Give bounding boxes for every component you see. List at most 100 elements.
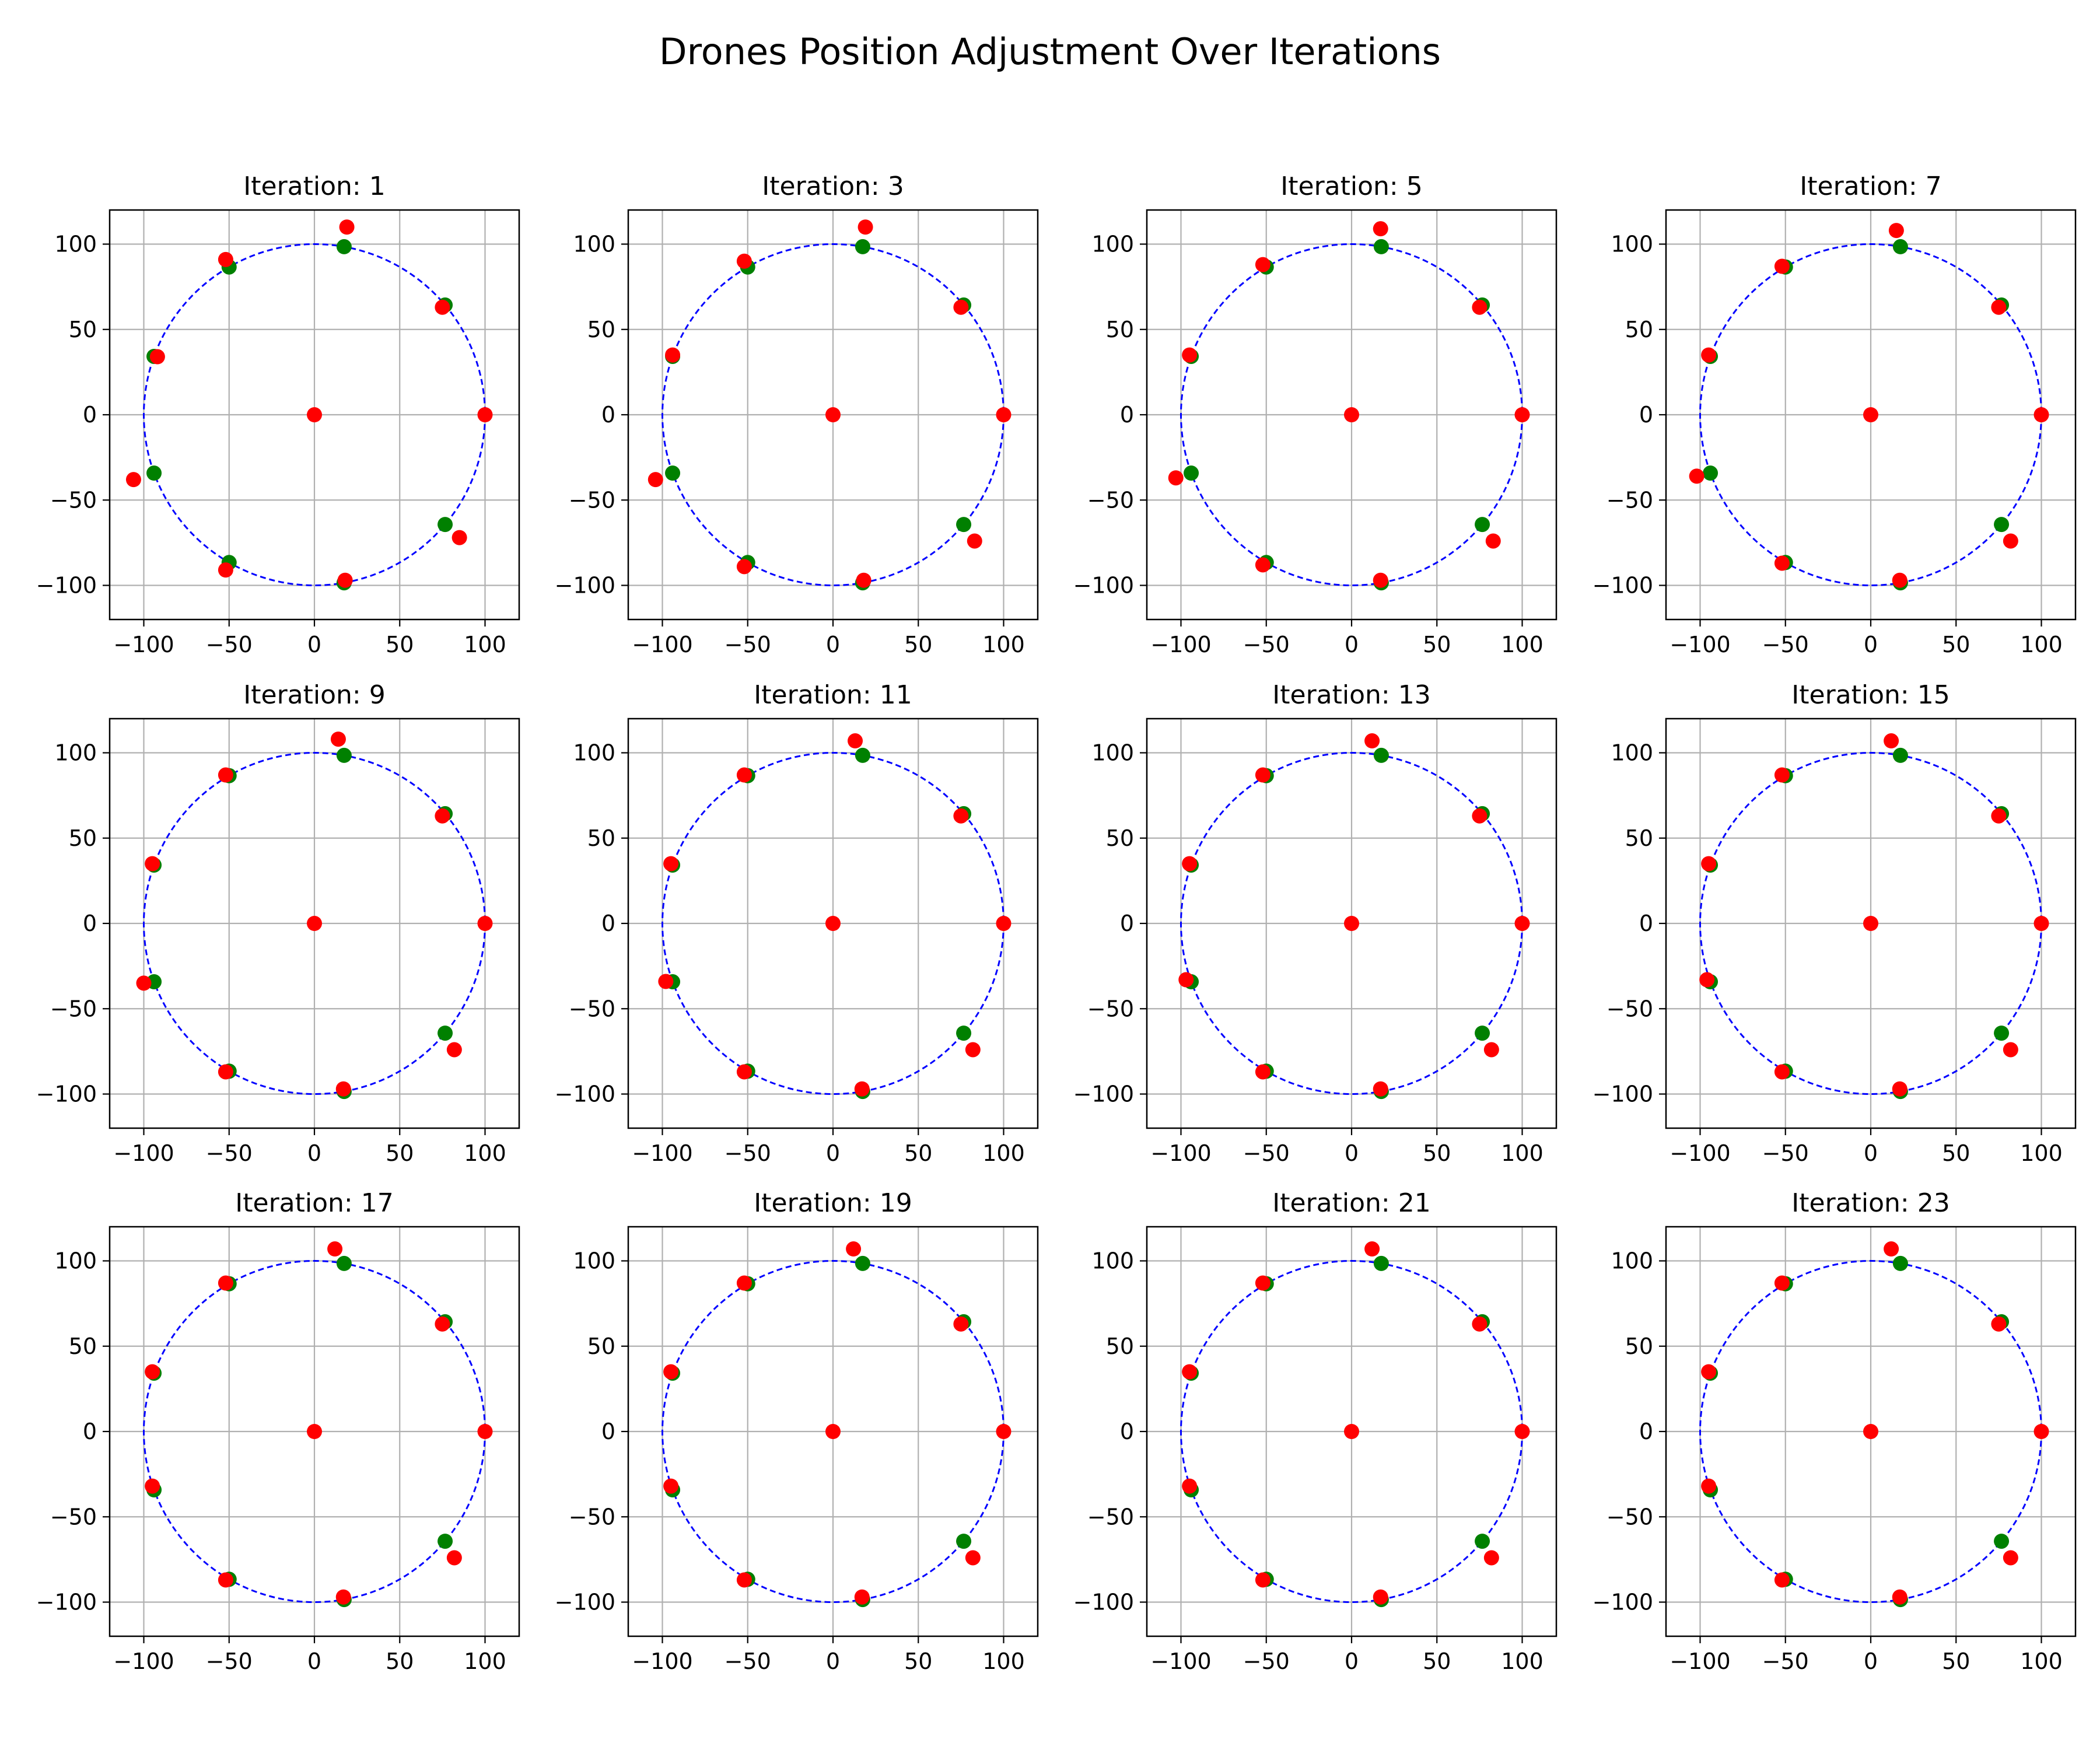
drone-point [218, 1064, 233, 1080]
drone-point [663, 856, 679, 872]
x-tick-label: 100 [982, 632, 1025, 657]
drone-point [953, 299, 969, 315]
y-tick-label: −50 [1087, 487, 1134, 513]
drone-point [1514, 916, 1530, 931]
y-tick-label: −100 [555, 1590, 615, 1615]
drone-point [218, 1572, 233, 1588]
subplot: Iteration: 5 −100 −50 0 50 100 −100 −50 0 50 100 [1073, 172, 1558, 657]
y-tick-label: −100 [555, 1082, 615, 1107]
x-tick-label: −100 [1150, 1140, 1211, 1166]
x-tick-label: 50 [386, 1648, 414, 1674]
x-tick-label: 0 [307, 1648, 321, 1674]
x-tick-label: −100 [1670, 1648, 1730, 1674]
drone-point [1892, 572, 1908, 588]
drone-point [996, 407, 1012, 422]
drone-point [965, 1550, 981, 1566]
target-point [336, 1255, 352, 1271]
x-tick-label: 50 [1942, 1648, 1970, 1674]
x-tick-label: −50 [206, 632, 253, 657]
y-tick-label: −50 [569, 1504, 615, 1530]
y-tick-label: −50 [569, 487, 615, 513]
y-tick-label: 0 [1120, 911, 1134, 936]
subplot-title: Iteration: 15 [1791, 680, 1950, 710]
subplot-title: Iteration: 17 [235, 1188, 393, 1218]
target-point [956, 517, 972, 533]
x-tick-label: −50 [724, 1648, 771, 1674]
y-tick-label: −50 [1087, 996, 1134, 1021]
x-tick-label: 100 [982, 1140, 1025, 1166]
target-point [1703, 466, 1718, 481]
target-point [1475, 1534, 1490, 1549]
drone-point [1701, 1364, 1717, 1380]
x-tick-label: −100 [632, 1648, 692, 1674]
drone-point [1991, 299, 2007, 315]
y-tick-label: −50 [50, 1504, 97, 1530]
y-tick-label: 50 [587, 317, 615, 342]
x-tick-label: 0 [307, 1140, 321, 1166]
y-tick-label: −100 [1073, 1590, 1134, 1615]
subplot-title: Iteration: 19 [754, 1188, 912, 1218]
drone-point [1774, 1064, 1790, 1080]
x-tick-label: 100 [1501, 632, 1544, 657]
y-tick-label: −100 [1073, 573, 1134, 598]
y-tick-label: −50 [1606, 996, 1653, 1021]
subplot: Iteration: 23 −100 −50 0 50 100 −100 −50 0 50 100 [1592, 1188, 2077, 1674]
x-tick-label: −100 [632, 1140, 692, 1166]
subplot: Iteration: 1 −100 −50 0 50 100 −100 −50 0 50 100 [36, 172, 520, 657]
drone-point [1888, 223, 1904, 239]
x-tick-label: 100 [1501, 1648, 1544, 1674]
y-tick-label: 0 [601, 1419, 615, 1444]
drone-point [854, 1589, 870, 1605]
drone-point [996, 916, 1012, 931]
subplot-title: Iteration: 13 [1272, 680, 1430, 710]
y-tick-label: 100 [1091, 232, 1134, 257]
y-tick-label: 50 [1106, 1334, 1134, 1359]
drone-point [736, 559, 752, 575]
target-point [438, 517, 453, 533]
x-tick-label: 50 [904, 1648, 932, 1674]
drone-point [1483, 1550, 1499, 1566]
y-tick-label: 0 [1639, 1419, 1653, 1444]
target-point [1373, 747, 1389, 763]
drone-point [1255, 257, 1270, 272]
y-tick-label: 0 [1120, 402, 1134, 428]
drone-point [1178, 972, 1194, 988]
target-point [438, 1534, 453, 1549]
subplot: Iteration: 11 −100 −50 0 50 100 −100 −50 0 50 100 [555, 680, 1039, 1166]
x-tick-label: 100 [2020, 1140, 2063, 1166]
target-point [1892, 1255, 1908, 1271]
x-tick-label: 50 [1942, 632, 1970, 657]
drone-point [1892, 1081, 1908, 1097]
drone-point [337, 572, 353, 588]
drone-point [858, 219, 873, 235]
drone-point [1863, 407, 1878, 422]
x-tick-label: 0 [1864, 632, 1878, 657]
y-tick-label: 100 [573, 740, 615, 766]
drone-point [2034, 1424, 2049, 1439]
drone-point [339, 219, 355, 235]
drone-point [1774, 1572, 1790, 1588]
drone-point [477, 916, 493, 931]
drone-point [825, 916, 841, 931]
drone-point [307, 1424, 322, 1439]
drone-point [1255, 1572, 1270, 1588]
drone-point [996, 1424, 1012, 1439]
drone-point [1483, 1042, 1499, 1058]
x-tick-label: 50 [1423, 1648, 1451, 1674]
drone-point [1373, 1081, 1388, 1097]
drone-point [2003, 1042, 2018, 1058]
y-tick-label: 0 [1639, 911, 1653, 936]
drone-point [1884, 733, 1899, 749]
y-tick-label: 100 [1611, 232, 1653, 257]
drone-point [149, 349, 165, 365]
x-tick-label: 100 [464, 1648, 506, 1674]
drone-point [1255, 557, 1270, 573]
drone-point [663, 1364, 679, 1380]
target-point [1994, 1534, 2010, 1549]
subplot-title: Iteration: 3 [762, 172, 904, 201]
drone-point [1699, 972, 1715, 988]
subplot-title: Iteration: 5 [1280, 172, 1422, 201]
x-tick-label: 100 [1501, 1140, 1544, 1166]
target-point [1373, 1255, 1389, 1271]
drone-point [2003, 1550, 2018, 1566]
